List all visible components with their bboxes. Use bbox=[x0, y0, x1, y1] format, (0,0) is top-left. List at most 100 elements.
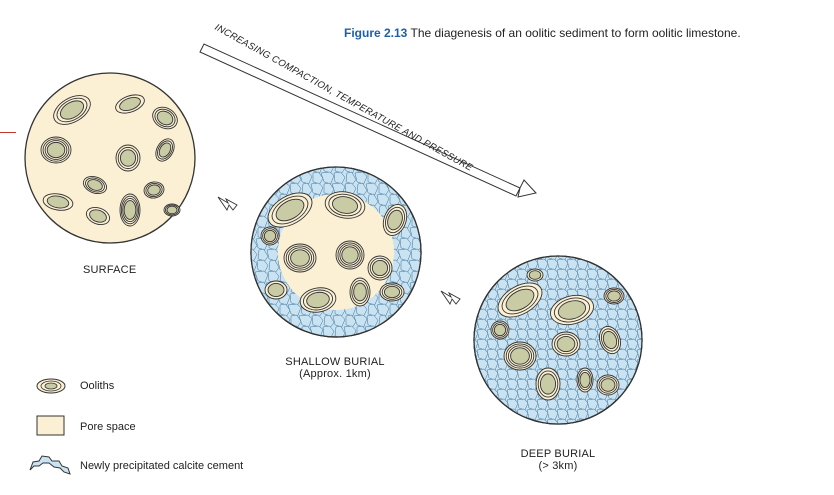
calcite-crystal bbox=[626, 278, 639, 291]
calcite-crystal bbox=[267, 270, 280, 284]
oolith-grain bbox=[382, 204, 408, 236]
calcite-crystal bbox=[377, 167, 390, 174]
calcite-crystal bbox=[606, 358, 619, 371]
calcite-crystal bbox=[576, 278, 589, 291]
calcite-crystal bbox=[586, 318, 599, 331]
calcite-crystal bbox=[626, 338, 639, 351]
oolith-grain bbox=[163, 203, 181, 217]
calcite-crystal bbox=[298, 314, 313, 328]
process-arrow bbox=[199, 43, 537, 198]
calcite-crystal bbox=[411, 167, 421, 174]
calcite-crystal bbox=[636, 328, 642, 341]
calcite-crystal bbox=[367, 193, 379, 207]
calcite-crystal bbox=[400, 171, 412, 185]
calcite-crystal bbox=[536, 358, 549, 371]
calcite-crystal bbox=[476, 408, 489, 421]
calcite-crystal bbox=[566, 268, 579, 281]
calcite-crystal bbox=[376, 303, 390, 317]
margin-marker bbox=[0, 132, 16, 133]
calcite-crystal bbox=[476, 256, 489, 261]
calcite-crystal bbox=[506, 256, 519, 261]
calcite-crystal bbox=[556, 358, 569, 371]
calcite-crystal bbox=[636, 278, 642, 291]
calcite-crystal bbox=[566, 408, 579, 421]
calcite-crystal bbox=[596, 398, 609, 411]
calcite-crystal bbox=[496, 368, 509, 381]
calcite-crystal bbox=[255, 182, 269, 196]
calcite-crystal bbox=[474, 418, 479, 424]
calcite-crystal bbox=[311, 314, 324, 328]
calcite-crystal bbox=[546, 358, 559, 371]
calcite-crystal bbox=[606, 256, 619, 261]
oolith-grain bbox=[267, 192, 313, 228]
calcite-crystal bbox=[476, 348, 489, 361]
calcite-crystal bbox=[586, 328, 599, 341]
calcite-crystal bbox=[423, 304, 433, 316]
calcite-crystal bbox=[268, 314, 280, 328]
calcite-crystal bbox=[399, 237, 412, 251]
oolith-grain bbox=[526, 268, 544, 282]
calcite-crystal bbox=[566, 258, 579, 271]
calcite-crystal bbox=[345, 171, 357, 185]
calcite-crystal bbox=[364, 325, 379, 337]
calcite-crystal bbox=[586, 278, 599, 291]
calcite-crystal bbox=[626, 258, 639, 271]
calcite-crystal bbox=[256, 259, 269, 273]
calcite-crystal bbox=[288, 167, 302, 174]
calcite-crystal bbox=[636, 298, 642, 311]
calcite-crystal bbox=[422, 205, 433, 217]
calcite-crystal bbox=[636, 408, 642, 421]
calcite-crystal bbox=[423, 172, 433, 184]
calcite-crystal bbox=[486, 298, 499, 311]
calcite-crystal bbox=[636, 388, 642, 401]
calcite-crystal bbox=[251, 281, 258, 295]
calcite-crystal bbox=[526, 398, 539, 411]
calcite-crystal bbox=[408, 314, 421, 328]
calcite-crystal bbox=[536, 408, 549, 421]
calcite-crystal bbox=[606, 408, 619, 421]
calcite-crystal bbox=[586, 256, 599, 261]
calcite-crystal bbox=[636, 288, 642, 301]
calcite-crystal bbox=[486, 256, 499, 261]
calcite-crystal bbox=[496, 256, 509, 261]
calcite-crystal bbox=[268, 259, 280, 273]
calcite-crystal bbox=[556, 268, 569, 281]
calcite-crystal bbox=[566, 388, 579, 401]
calcite-crystal bbox=[606, 258, 619, 271]
calcite-crystal bbox=[526, 368, 539, 381]
oolith-grain bbox=[349, 277, 371, 307]
calcite-crystal bbox=[411, 325, 421, 337]
calcite-crystal bbox=[476, 318, 489, 331]
calcite-crystal bbox=[290, 336, 302, 337]
calcite-crystal bbox=[626, 358, 639, 371]
oolith-grain bbox=[551, 331, 581, 357]
calcite-crystal bbox=[516, 328, 529, 341]
calcite-crystal bbox=[526, 408, 539, 421]
oolith-grain bbox=[599, 325, 621, 355]
calcite-crystal bbox=[254, 325, 269, 337]
calcite-crystal bbox=[367, 336, 379, 337]
surface-sample bbox=[24, 72, 196, 244]
calcite-crystal bbox=[516, 378, 529, 391]
oolith-grain bbox=[299, 287, 337, 313]
calcite-crystal bbox=[586, 338, 599, 351]
calcite-crystal bbox=[596, 278, 609, 291]
calcite-crystal bbox=[387, 314, 401, 328]
calcite-crystal bbox=[616, 268, 629, 281]
calcite-crystal bbox=[596, 308, 609, 321]
calcite-cement-icon bbox=[29, 455, 71, 475]
calcite-crystal bbox=[423, 249, 433, 261]
calcite-crystal bbox=[267, 167, 280, 174]
calcite-crystal bbox=[474, 408, 479, 421]
calcite-crystal bbox=[289, 182, 302, 196]
calcite-crystal bbox=[636, 256, 642, 261]
calcite-crystal bbox=[626, 328, 639, 341]
calcite-crystal bbox=[516, 268, 529, 281]
calcite-crystal bbox=[566, 378, 579, 391]
calcite-crystal bbox=[536, 348, 549, 361]
calcite-crystal bbox=[626, 408, 639, 421]
pore-space-swatch bbox=[36, 415, 65, 436]
calcite-crystal bbox=[616, 408, 629, 421]
calcite-crystal bbox=[476, 338, 489, 351]
calcite-crystal bbox=[626, 348, 639, 361]
